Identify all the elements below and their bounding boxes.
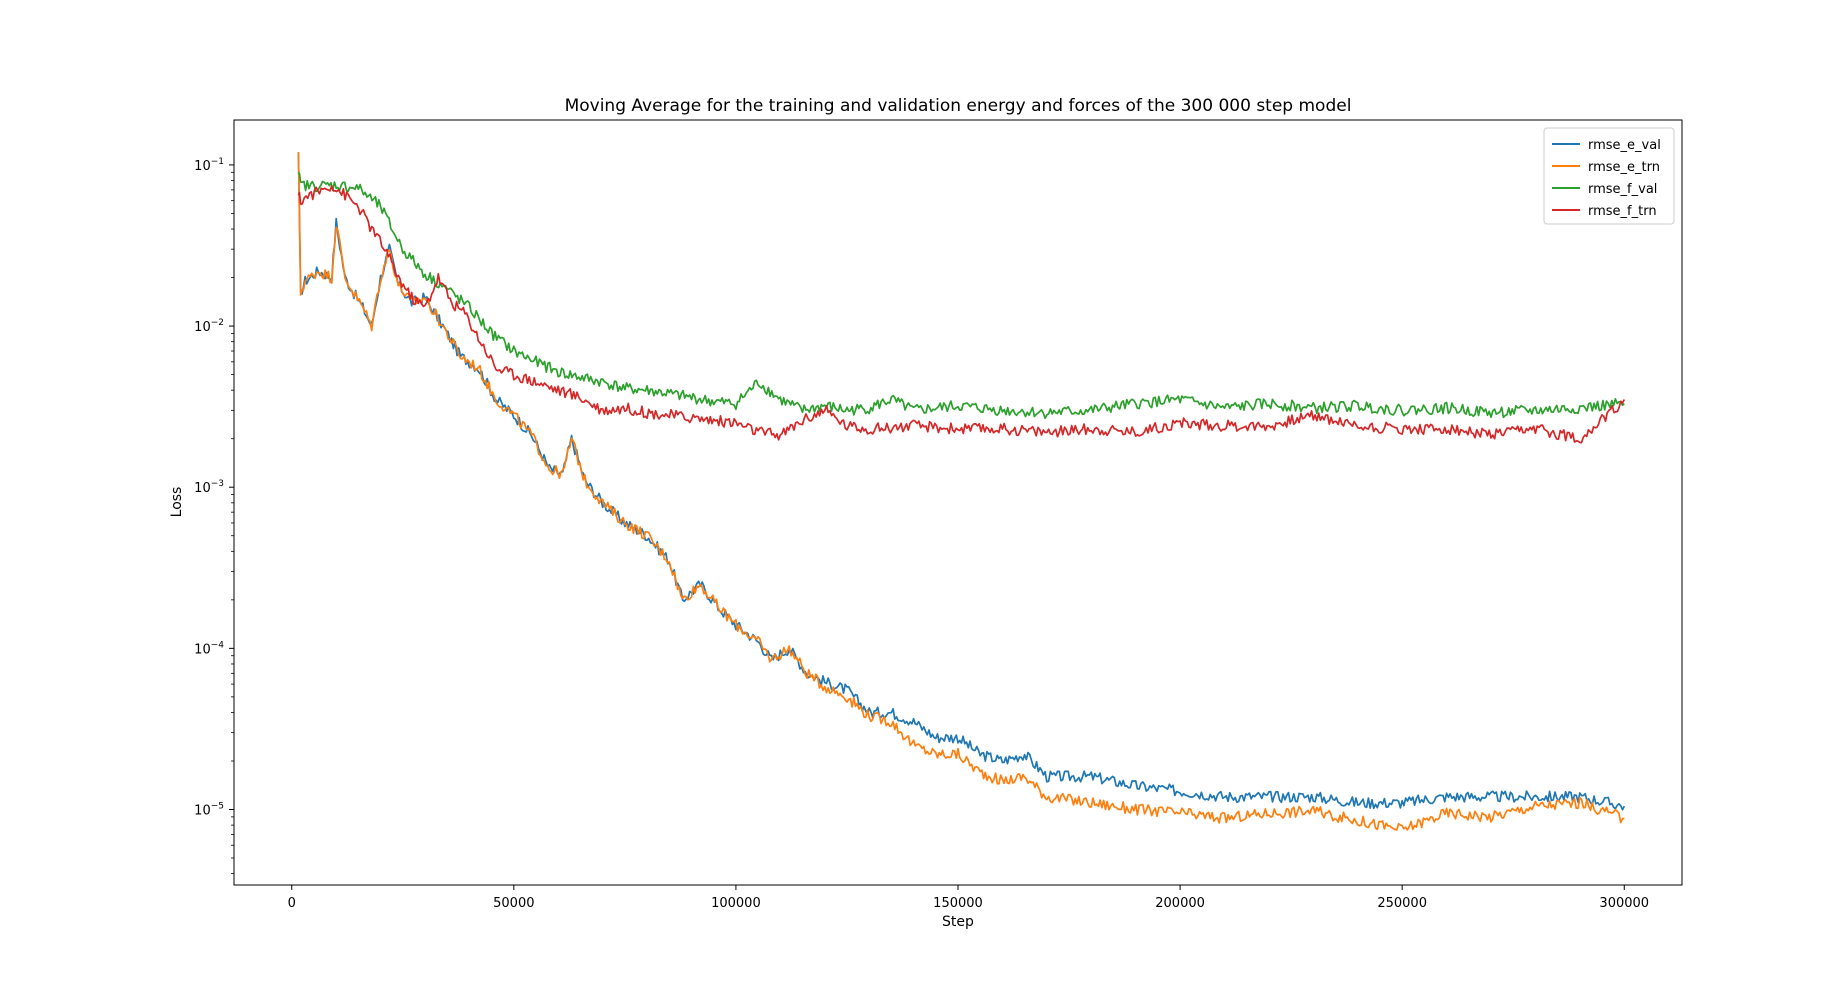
y-axis-ticks: 10−5 10−4 10−3 10−2 10−1	[194, 157, 234, 875]
x-tick-label: 0	[288, 896, 296, 911]
x-tick-label: 200000	[1155, 896, 1205, 911]
legend-label: rmse_e_val	[1588, 138, 1661, 153]
y-tick-label: 10−2	[194, 318, 224, 335]
y-tick-label: 10−4	[194, 640, 224, 657]
x-tick-label: 300000	[1599, 896, 1649, 911]
legend-label: rmse_e_trn	[1588, 160, 1660, 175]
legend-box	[1543, 127, 1675, 225]
x-axis-ticks: 0 50000 100000 150000 200000 250000 300000	[288, 885, 1649, 911]
y-tick-label: 10−5	[194, 802, 224, 819]
chart-title: Moving Average for the training and vali…	[565, 96, 1352, 116]
legend: rmse_e_val rmse_e_trn rmse_f_val rmse_f_trn	[1543, 127, 1675, 225]
legend-label: rmse_f_val	[1588, 182, 1657, 197]
x-tick-label: 50000	[493, 896, 534, 911]
x-tick-label: 150000	[933, 896, 983, 911]
y-tick-label: 10−1	[194, 157, 224, 174]
series-line-rmse-e-trn	[297, 152, 1625, 831]
x-axis-label: Step	[942, 914, 974, 930]
series-line-rmse-f-trn	[297, 185, 1626, 444]
x-tick-label: 100000	[711, 896, 761, 911]
legend-label: rmse_f_trn	[1588, 204, 1657, 219]
y-tick-label: 10−3	[194, 479, 224, 496]
y-axis-label: Loss	[169, 487, 185, 518]
x-tick-label: 250000	[1377, 896, 1427, 911]
series-line-rmse-e-val	[297, 152, 1626, 811]
series-layer	[297, 152, 1626, 831]
series-line-rmse-f-val	[297, 171, 1625, 420]
